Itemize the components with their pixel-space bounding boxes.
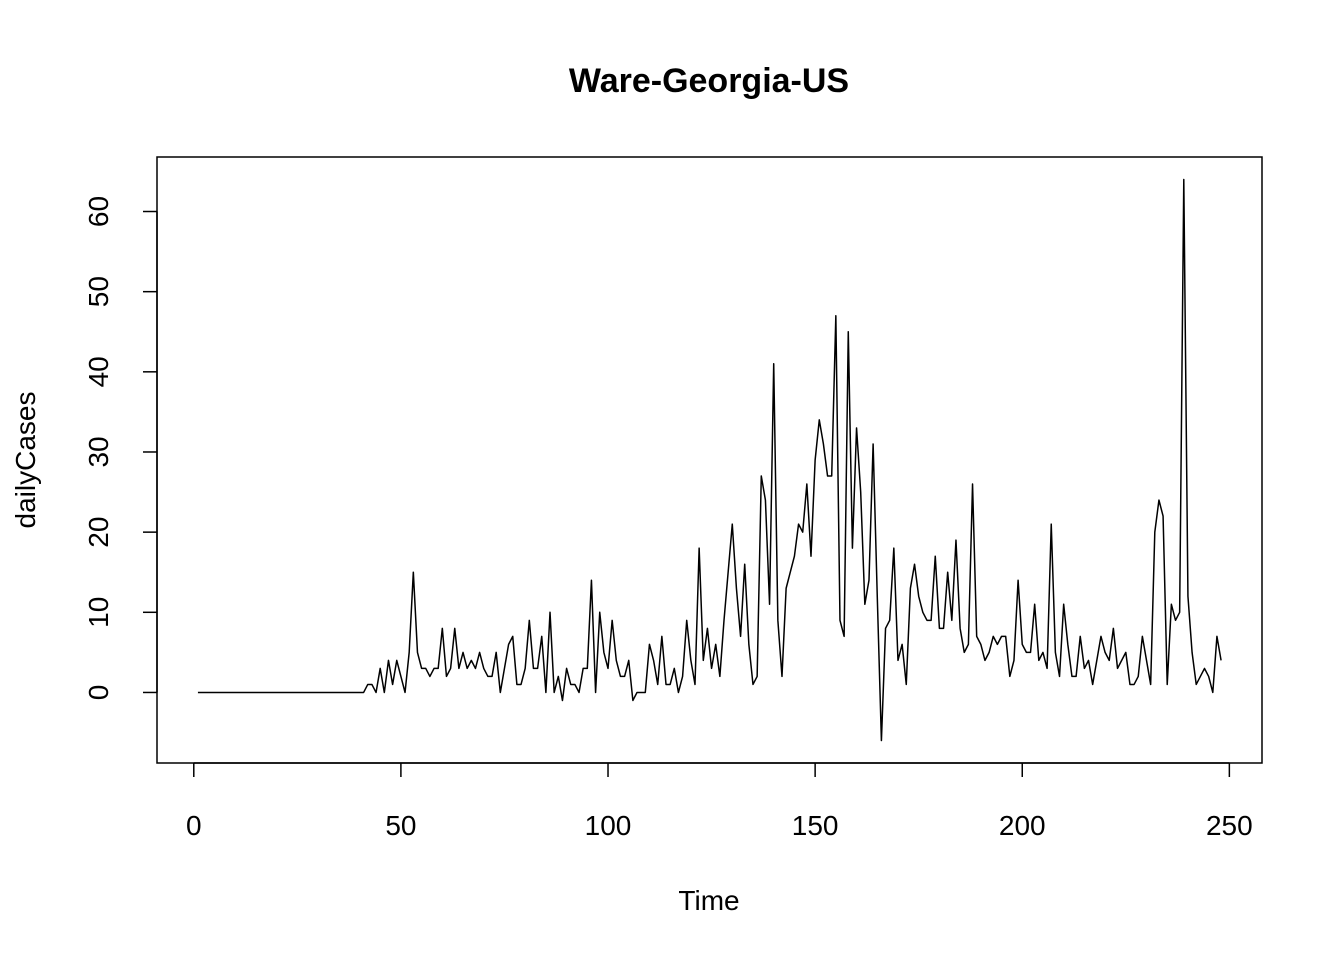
y-axis-label: dailyCases (10, 392, 41, 529)
x-axis-label: Time (678, 885, 739, 916)
x-tick-label: 150 (792, 810, 839, 841)
y-tick-label: 40 (83, 356, 114, 387)
y-tick-label: 0 (83, 685, 114, 701)
y-tick-label: 30 (83, 436, 114, 467)
plot-frame (156, 156, 1263, 764)
y-tick-label: 20 (83, 517, 114, 548)
x-tick-label: 100 (585, 810, 632, 841)
x-tick-label: 250 (1206, 810, 1253, 841)
y-tick-label: 10 (83, 597, 114, 628)
y-tick-label: 50 (83, 276, 114, 307)
y-tick-label: 60 (83, 196, 114, 227)
x-tick-label: 200 (999, 810, 1046, 841)
data-line (197, 178, 1222, 742)
x-tick-label: 0 (186, 810, 202, 841)
x-tick-label: 50 (385, 810, 416, 841)
chart-title: Ware-Georgia-US (569, 62, 849, 100)
